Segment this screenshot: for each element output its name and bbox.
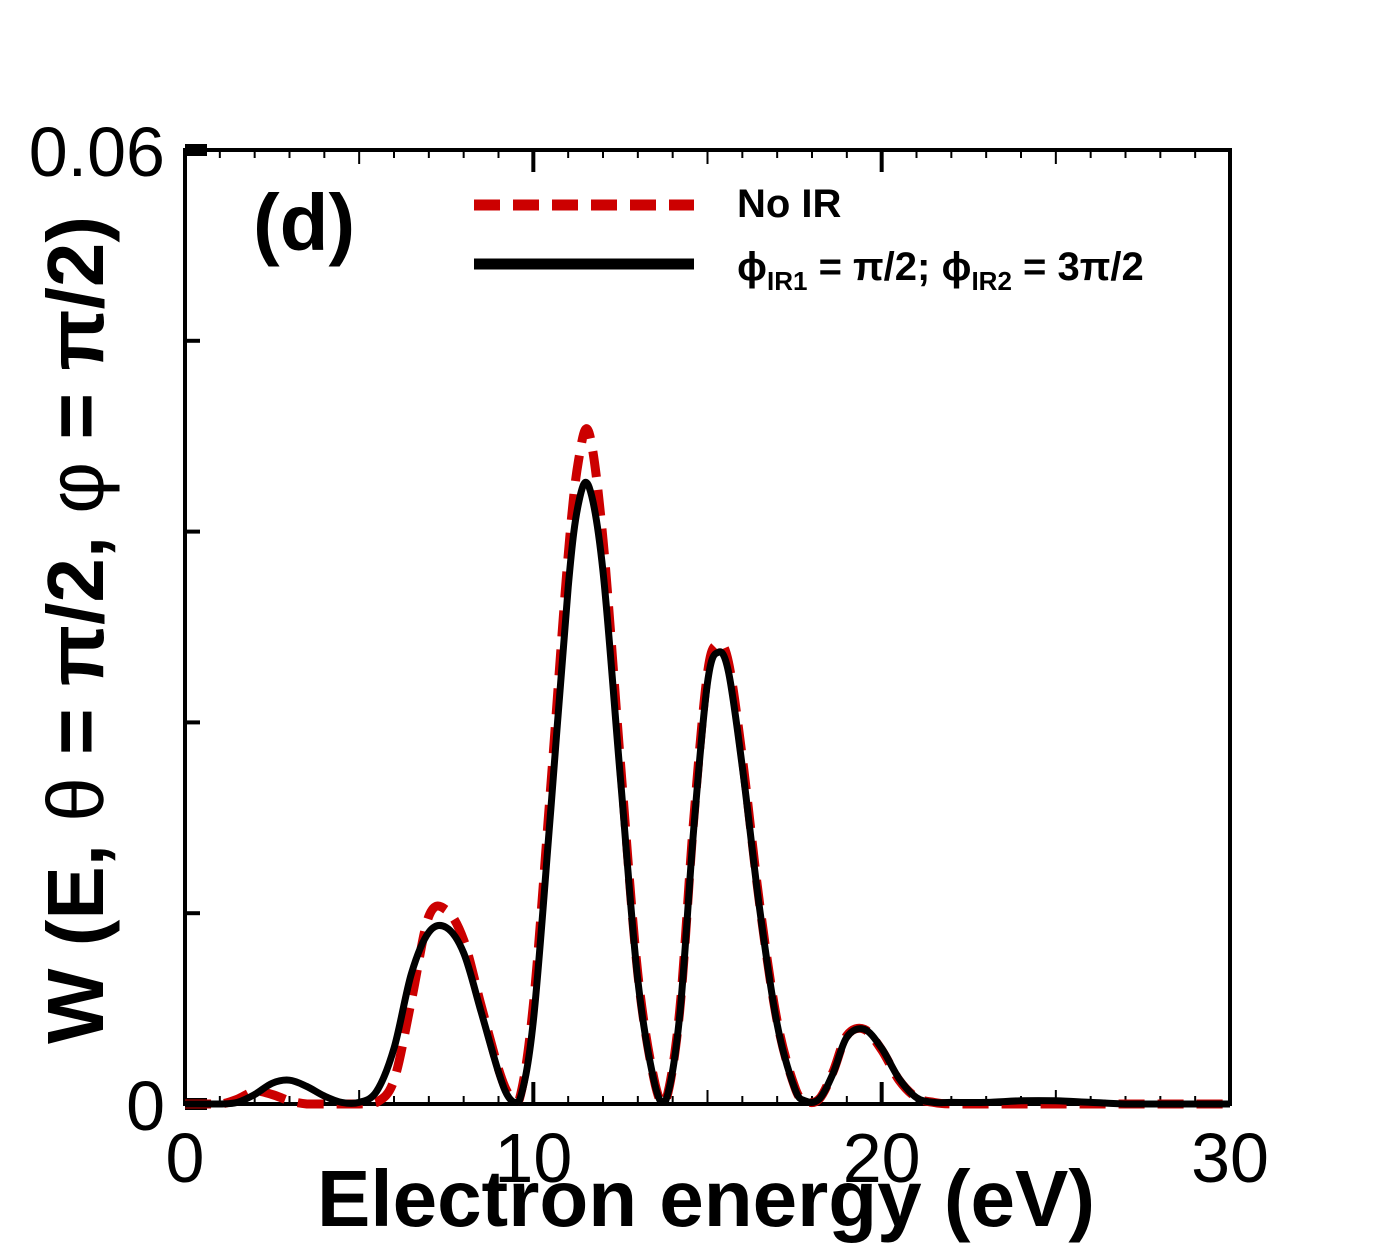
y-title-mid: = π/2, bbox=[31, 514, 120, 778]
plot-frame bbox=[183, 148, 1232, 1106]
y-title-prefix: W (E, bbox=[31, 822, 120, 1044]
x-axis-title: Electron energy (eV) bbox=[317, 1154, 1095, 1243]
y-major-tick bbox=[185, 144, 207, 156]
y-title-suffix: = π/2) bbox=[31, 216, 120, 462]
y-title-phi: φ bbox=[31, 462, 120, 514]
x-tick-label: 20 bbox=[843, 1119, 921, 1197]
x-tick-label: 0 bbox=[166, 1119, 205, 1197]
y-axis-title: W (E, θ = π/2, φ = π/2) bbox=[31, 216, 120, 1044]
x-tick-label: 30 bbox=[1191, 1119, 1269, 1197]
legend-mid: = π/2; bbox=[807, 245, 941, 289]
legend-phi-1: ϕ bbox=[737, 245, 767, 289]
y-tick-label: 0 bbox=[126, 1067, 165, 1145]
series-line-phase bbox=[185, 478, 1230, 1108]
legend-label-phase: ϕIR1 = π/2; ϕIR2 = 3π/2 bbox=[737, 245, 1144, 296]
legend-sub-2: IR2 bbox=[971, 266, 1011, 296]
panel-label: (d) bbox=[253, 178, 355, 267]
series-layer bbox=[185, 424, 1230, 1109]
y-title-theta: θ bbox=[31, 777, 120, 822]
legend-label-no-ir: No IR bbox=[737, 182, 842, 226]
series-line-no-ir bbox=[185, 424, 1230, 1109]
x-tick-label: 10 bbox=[494, 1119, 572, 1197]
legend-sub-1: IR1 bbox=[767, 266, 807, 296]
label-layer: (d) No IR ϕIR1 = π/2; ϕIR2 = 3π/2 Electr… bbox=[31, 178, 1144, 1243]
legend-end: = 3π/2 bbox=[1012, 245, 1144, 289]
y-tick-label: 0.06 bbox=[29, 113, 165, 191]
legend-phi-2: ϕ bbox=[941, 245, 971, 289]
axes-layer: 0 10 20 30 0 0.06 bbox=[29, 113, 1269, 1197]
